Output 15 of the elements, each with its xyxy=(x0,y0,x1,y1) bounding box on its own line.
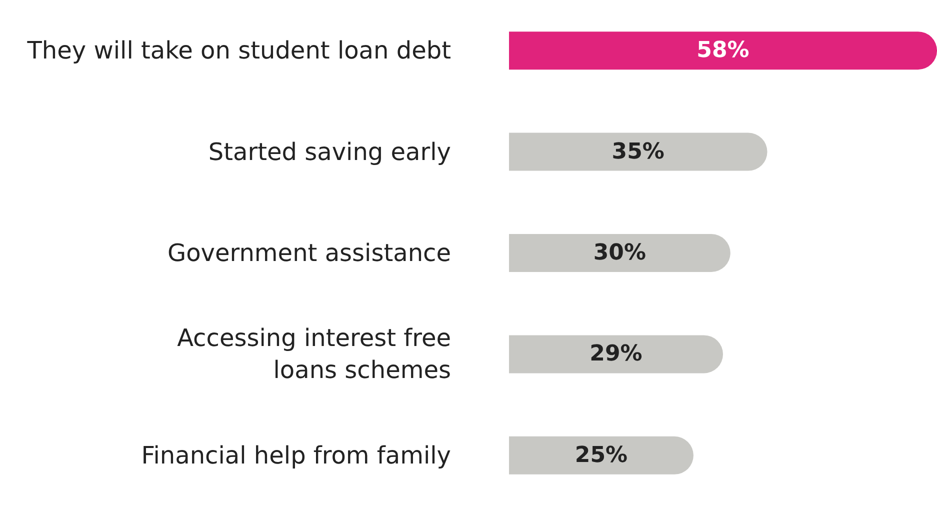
data-label: 25% xyxy=(574,442,628,468)
y-tick-label: Government assistance xyxy=(168,239,451,267)
bar xyxy=(509,436,694,474)
y-tick-label: Started saving early xyxy=(208,138,451,166)
bar xyxy=(509,234,730,272)
data-label: 35% xyxy=(612,139,664,164)
y-tick-label: Financial help from family xyxy=(141,441,451,470)
data-label: 30% xyxy=(593,240,646,266)
bar xyxy=(509,32,937,70)
bar xyxy=(509,132,768,171)
bar xyxy=(509,335,723,374)
data-label: 29% xyxy=(590,342,642,367)
data-label: 58% xyxy=(696,38,750,64)
y-tick-label: They will take on student loan debt xyxy=(26,36,451,65)
y-tick-label: Accessing interest free loans schemes xyxy=(177,324,451,384)
